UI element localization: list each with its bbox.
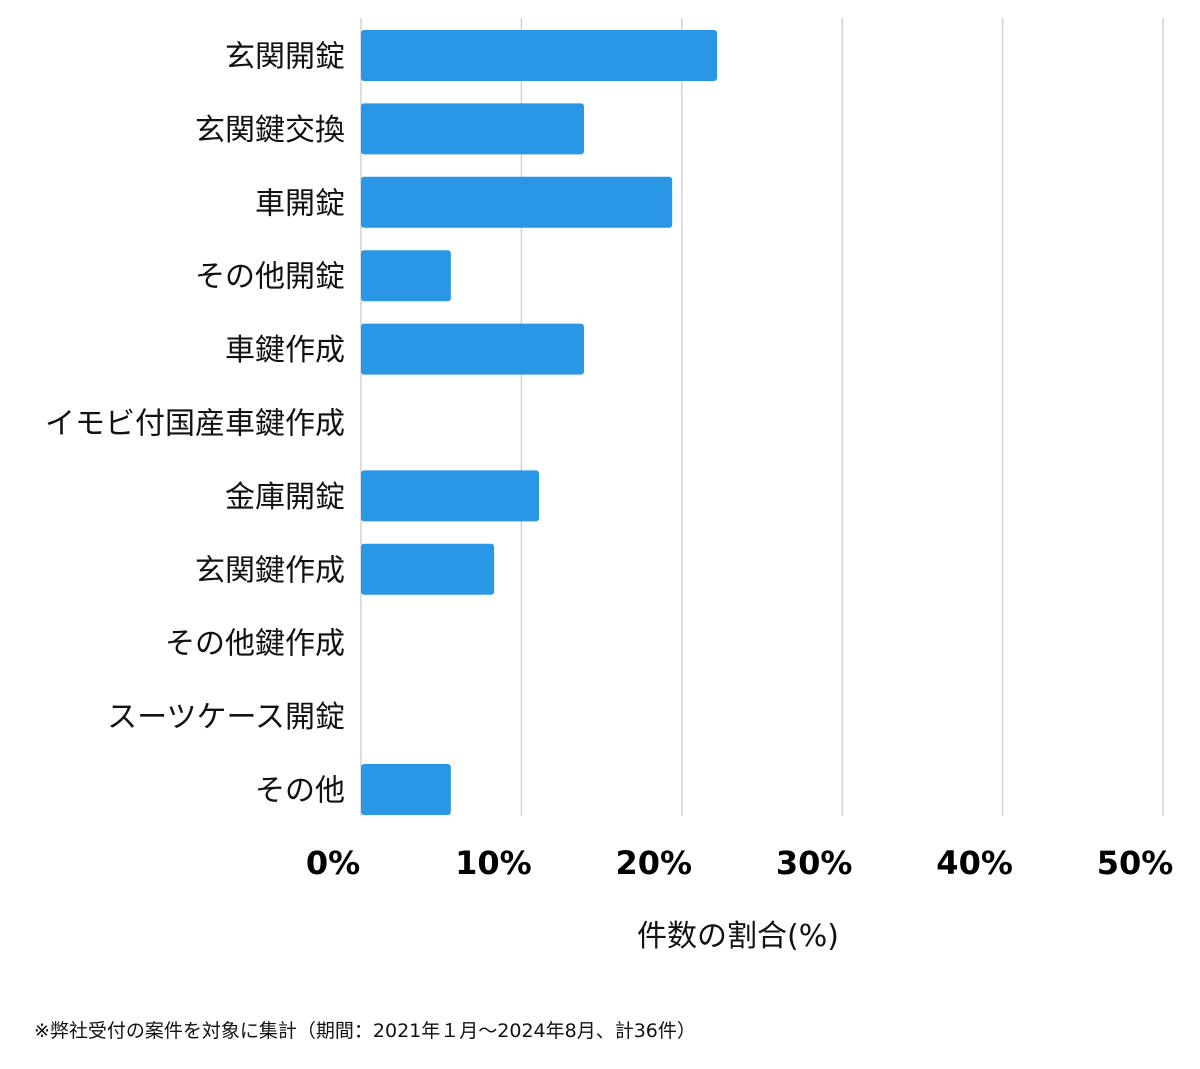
bar-chart: 玄関開錠玄関鍵交換車開錠その他開錠車鍵作成イモビ付国産車鍵作成金庫開錠玄関鍵作成… [45,18,1173,954]
bar [361,176,673,228]
x-tick-label: 30% [776,844,853,882]
bar [361,103,584,155]
x-tick-label: 50% [1097,844,1174,882]
x-tick-label: 40% [936,844,1013,882]
bar [361,323,584,375]
category-label: イモビ付国産車鍵作成 [45,407,345,442]
x-tick-label: 10% [455,844,532,882]
x-tick-labels: 0% 10% 20% 30% 40% 50% [306,844,1173,882]
category-label: 玄関鍵交換 [195,113,345,148]
bars [361,30,718,815]
category-label: その他 [255,774,345,809]
x-tick-label: 0% [306,844,360,882]
category-labels: 玄関開錠玄関鍵交換車開錠その他開錠車鍵作成イモビ付国産車鍵作成金庫開錠玄関鍵作成… [45,40,345,809]
footnote: ※弊社受付の案件を対象に集計（期間：2021年１月～2024年8月、計36件） [34,1020,696,1042]
category-label: 玄関開錠 [225,40,345,75]
category-label: 車開錠 [255,186,345,221]
bar [361,30,718,81]
x-tick-label: 20% [616,844,693,882]
category-label: 車鍵作成 [225,333,345,368]
bar [361,764,451,815]
category-label: 金庫開錠 [225,480,345,515]
category-label: スーツケース開錠 [107,700,345,735]
x-axis-title: 件数の割合(%) [637,919,839,954]
category-label: その他開錠 [195,260,345,295]
bar [361,543,495,595]
category-label: その他鍵作成 [165,627,345,662]
bar [361,250,451,302]
category-label: 玄関鍵作成 [195,553,345,588]
bar [361,470,540,522]
